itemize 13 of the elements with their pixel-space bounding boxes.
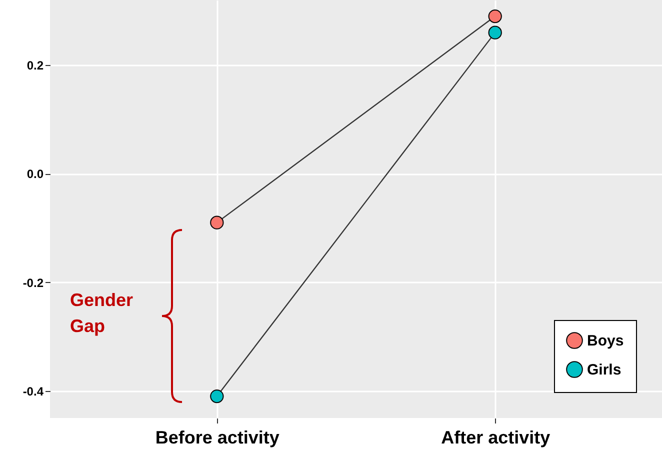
x-tick-label: Before activity	[155, 428, 280, 448]
y-tick-label: -0.4	[22, 384, 44, 398]
y-tick-label: 0.0	[26, 167, 44, 182]
x-tick-label: After activity	[441, 428, 550, 448]
point	[210, 389, 224, 404]
point	[488, 26, 502, 40]
point	[210, 216, 224, 230]
y-tick-label: 0.2	[26, 58, 44, 73]
y-tick-label: -0.2	[22, 276, 44, 290]
annotation: Gender Gap	[70, 289, 134, 338]
legend-label: Girls	[587, 362, 622, 378]
point	[488, 9, 502, 24]
legend-label: Boys	[587, 332, 624, 350]
